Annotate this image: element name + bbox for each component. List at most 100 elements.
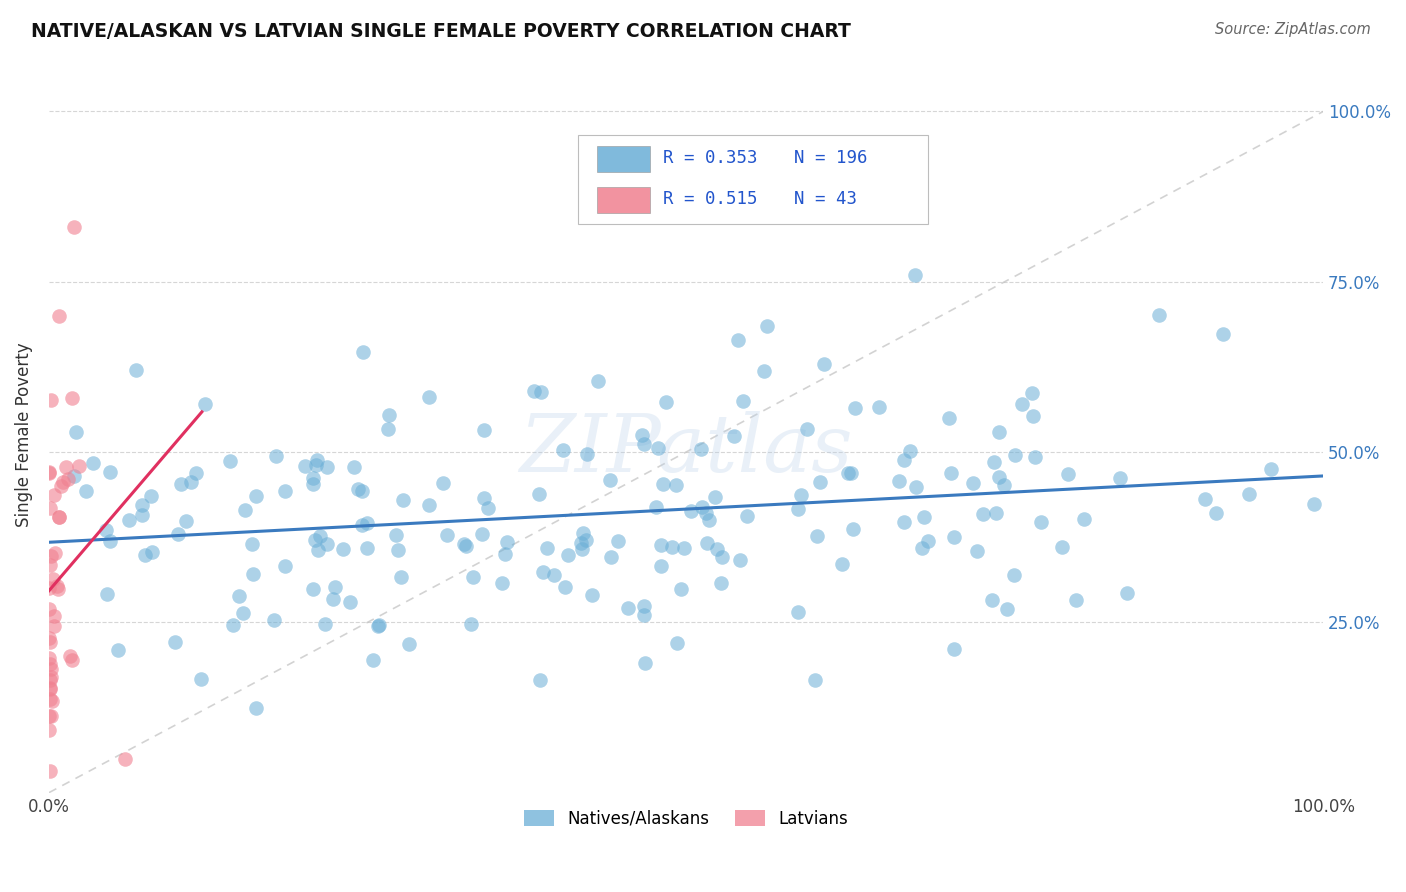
Point [650, 558, 672, 573]
Point [981, 592, 1004, 607]
Point [787, 502, 810, 516]
Point [307, 452, 329, 467]
Point [307, 543, 329, 558]
Point [666, 636, 689, 650]
Point [844, 401, 866, 415]
Point [1021, 386, 1043, 401]
Text: N = 196: N = 196 [794, 149, 868, 168]
Point [938, 411, 960, 425]
Point [163, 635, 186, 649]
Point [1004, 568, 1026, 582]
Point [48, 309, 70, 323]
Point [309, 529, 332, 543]
Point [418, 390, 440, 404]
Point [943, 642, 966, 657]
Point [1109, 471, 1132, 485]
Point [841, 466, 863, 480]
Point [389, 570, 412, 584]
Point [39, 549, 62, 564]
Point [56, 472, 79, 486]
Point [472, 423, 495, 437]
Point [98, 466, 121, 480]
Point [38, 581, 60, 595]
FancyBboxPatch shape [598, 186, 651, 212]
Point [456, 539, 478, 553]
Point [472, 491, 495, 505]
Point [655, 395, 678, 409]
Point [730, 553, 752, 567]
Point [672, 541, 695, 555]
Point [733, 394, 755, 409]
Point [352, 484, 374, 499]
Point [650, 538, 672, 552]
Point [38, 650, 60, 665]
Point [571, 526, 593, 541]
Point [527, 487, 550, 501]
Point [42, 618, 65, 632]
Point [966, 544, 988, 558]
Point [240, 537, 263, 551]
Point [690, 500, 713, 514]
Text: R = 0.515: R = 0.515 [664, 190, 758, 208]
Point [274, 559, 297, 574]
Point [1021, 409, 1043, 423]
Point [219, 454, 242, 468]
Point [995, 601, 1018, 615]
Point [38, 602, 60, 616]
Point [696, 536, 718, 550]
Point [529, 673, 551, 688]
Point [44, 488, 66, 502]
Point [993, 478, 1015, 492]
Point [39, 393, 62, 408]
Point [630, 427, 652, 442]
Point [806, 529, 828, 543]
Point [723, 429, 745, 443]
Point [581, 588, 603, 602]
Point [134, 548, 156, 562]
Point [45, 578, 67, 592]
FancyBboxPatch shape [598, 146, 651, 172]
Point [536, 541, 558, 556]
Point [356, 541, 378, 555]
Point [1303, 497, 1326, 511]
Point [786, 605, 808, 619]
Point [1024, 450, 1046, 464]
Point [39, 670, 62, 684]
Point [647, 441, 669, 455]
Point [735, 509, 758, 524]
Point [322, 592, 344, 607]
Point [38, 466, 60, 480]
Point [600, 549, 623, 564]
Point [1212, 327, 1234, 342]
Point [114, 751, 136, 765]
Point [55, 459, 77, 474]
Point [107, 643, 129, 657]
Point [242, 566, 264, 581]
Point [245, 700, 267, 714]
Point [274, 483, 297, 498]
Point [39, 682, 62, 697]
Point [912, 510, 935, 524]
Point [706, 541, 728, 556]
Point [67, 459, 90, 474]
Point [893, 515, 915, 529]
Point [804, 673, 827, 687]
Y-axis label: Single Female Poverty: Single Female Poverty [15, 343, 32, 527]
Point [645, 500, 668, 514]
Point [346, 482, 368, 496]
Point [432, 476, 454, 491]
Point [302, 582, 325, 596]
Point [1057, 467, 1080, 481]
Point [607, 534, 630, 549]
Point [617, 601, 640, 615]
Point [586, 374, 609, 388]
Point [316, 537, 339, 551]
Point [228, 589, 250, 603]
Point [301, 471, 323, 485]
Text: N = 43: N = 43 [794, 190, 858, 208]
Point [665, 477, 688, 491]
Point [571, 541, 593, 556]
Point [94, 524, 117, 538]
Point [180, 475, 202, 489]
Point [1004, 449, 1026, 463]
